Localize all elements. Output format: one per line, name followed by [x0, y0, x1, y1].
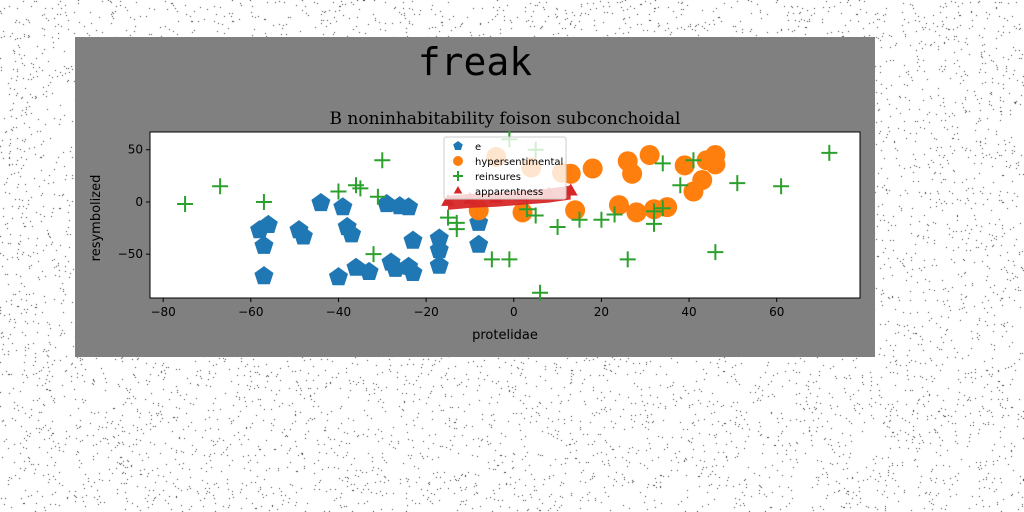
point-reinsures: [374, 152, 391, 169]
point-e: [403, 230, 423, 249]
point-reinsures: [773, 178, 790, 195]
point-e: [293, 226, 313, 245]
point-hypersentimental: [626, 202, 647, 223]
legend-label-e: e: [475, 142, 481, 153]
chart-title: B noninhabitability foison subconchoidal: [330, 109, 681, 129]
point-hypersentimental: [674, 155, 695, 176]
x-tick-label: 40: [681, 305, 696, 319]
point-apparentness: [563, 183, 578, 196]
legend-box: [443, 136, 567, 200]
point-reinsures: [365, 246, 382, 263]
x-tick-label: 20: [594, 305, 609, 319]
point-e: [258, 214, 278, 233]
point-reinsures: [654, 200, 671, 217]
point-reinsures: [212, 178, 229, 195]
point-reinsures: [606, 206, 623, 223]
point-e: [429, 240, 449, 259]
point-reinsures: [352, 180, 369, 197]
point-e: [399, 197, 419, 216]
y-axis-label: resymbolized: [89, 175, 104, 262]
legend-label-apparentness: apparentness: [475, 187, 543, 198]
point-e: [254, 235, 274, 254]
point-reinsures: [369, 188, 386, 205]
figure-suptitle: freak: [418, 40, 533, 84]
point-e: [254, 266, 274, 285]
point-hypersentimental: [692, 170, 713, 191]
point-hypersentimental: [565, 200, 586, 221]
point-e: [469, 234, 489, 253]
point-reinsures: [501, 251, 518, 268]
point-reinsures: [646, 203, 663, 220]
point-e: [328, 267, 348, 286]
point-e: [429, 255, 449, 274]
x-axis: −80 −60 −40 −20 0 20 40 60: [150, 298, 784, 319]
point-apparentness: [441, 193, 455, 206]
point-reinsures: [593, 211, 610, 228]
point-hypersentimental: [622, 163, 643, 184]
point-reinsures: [448, 221, 465, 238]
point-e: [359, 261, 379, 280]
x-tick-label: −80: [150, 305, 175, 319]
point-e: [342, 224, 362, 243]
point-reinsures: [619, 251, 636, 268]
x-tick-label: 0: [510, 305, 518, 319]
point-hypersentimental: [512, 202, 533, 223]
point-reinsures: [255, 193, 272, 210]
point-reinsures: [571, 211, 588, 228]
point-reinsures: [483, 251, 500, 268]
point-reinsures: [707, 244, 724, 261]
point-reinsures: [440, 209, 457, 226]
legend-marker-e: [453, 141, 463, 150]
point-hypersentimental: [608, 195, 629, 216]
point-reinsures: [685, 152, 702, 169]
legend-label-reinsures: reinsures: [475, 172, 521, 183]
point-hypersentimental: [582, 158, 603, 179]
legend-marker-hypersentimental: [453, 156, 463, 166]
y-tick-label: −50: [118, 247, 143, 261]
point-hypersentimental: [657, 197, 678, 218]
point-hypersentimental: [705, 154, 726, 175]
x-tick-label: −20: [413, 305, 438, 319]
point-reinsures: [527, 207, 544, 224]
y-tick-label: 50: [128, 143, 143, 157]
point-reinsures: [821, 144, 838, 161]
point-e: [333, 197, 353, 216]
x-tick-label: −60: [238, 305, 263, 319]
point-reinsures: [549, 219, 566, 236]
point-reinsures: [532, 284, 549, 301]
x-tick-label: −40: [326, 305, 351, 319]
point-reinsures: [177, 196, 194, 213]
x-tick-label: 60: [769, 305, 784, 319]
point-reinsures: [654, 155, 671, 172]
x-axis-label: protelidae: [472, 328, 538, 343]
point-reinsures: [672, 177, 689, 194]
legend-marker-apparentness: [453, 186, 463, 194]
point-reinsures: [330, 183, 347, 200]
point-reinsures: [729, 175, 746, 192]
point-hypersentimental: [639, 144, 660, 165]
legend: e hypersentimental reinsures apparentness: [443, 136, 567, 200]
point-e: [311, 193, 331, 212]
point-e: [403, 262, 423, 281]
legend-label-hypersentimental: hypersentimental: [475, 157, 563, 168]
point-e: [429, 228, 449, 247]
legend-marker-reinsures: [453, 171, 463, 181]
point-e: [377, 194, 397, 213]
y-axis: 50 0 −50: [118, 143, 150, 261]
y-tick-label: 0: [135, 195, 143, 209]
